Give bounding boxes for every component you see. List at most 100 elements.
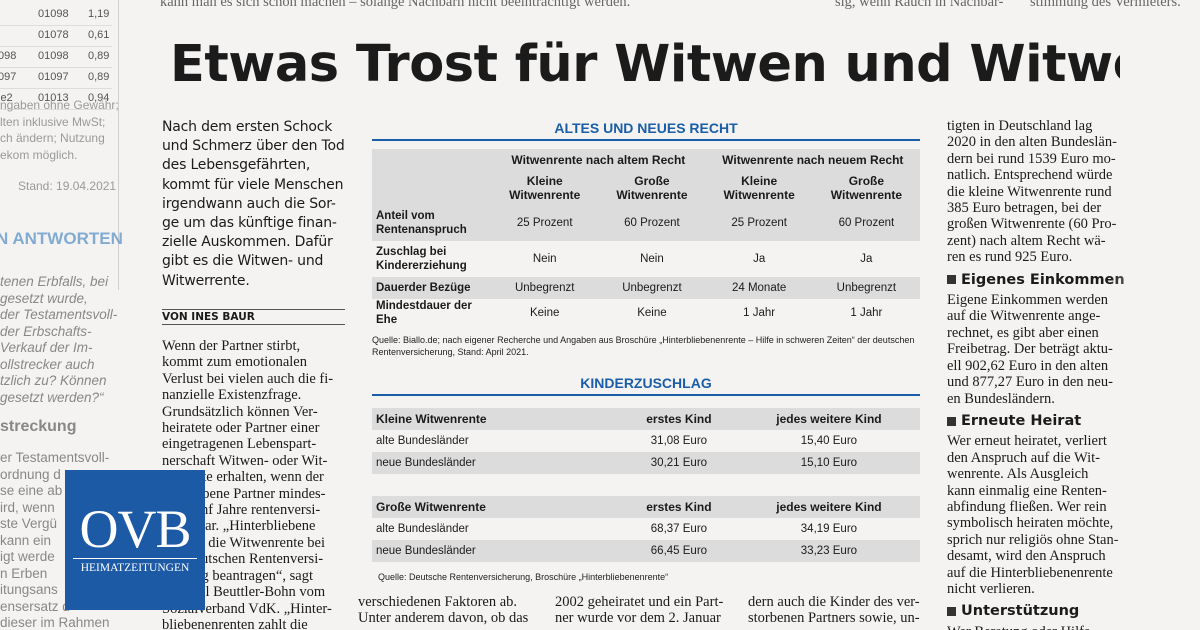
stock-cell: 1,19 bbox=[88, 8, 110, 20]
body-line: zent) nach altem Recht wä- bbox=[947, 232, 1106, 249]
corner bbox=[372, 149, 492, 171]
question-line: gesetzt werden?“ bbox=[0, 389, 104, 405]
question-line: Verkauf der Im- bbox=[0, 340, 93, 355]
body-line: nicht verlieren. bbox=[947, 580, 1035, 597]
table-cell: neue Bundesländer bbox=[372, 540, 620, 562]
table-cell: alte Bundesländer bbox=[376, 523, 469, 535]
body-line: Verlust bei vielen auch die fi- bbox=[162, 370, 334, 387]
body-line: ner wurde vor dem 2. Januar bbox=[555, 610, 721, 627]
body-line: dern auch die Kinder des ver- bbox=[748, 594, 920, 610]
byline: VON INES BAUR bbox=[162, 311, 255, 323]
body-line: Wer erneut heiratet, verliert bbox=[947, 433, 1107, 450]
body-line: auf die Hinterbliebenenrente bbox=[947, 564, 1113, 581]
logo: OVB HEIMATZEITUNGEN bbox=[65, 470, 205, 610]
table-row: Zuschlag bei Kindererziehung Nein Nein Ja Ja bbox=[372, 241, 920, 277]
body-block: verschiedenen Faktoren ab. Unter anderem … bbox=[358, 594, 548, 627]
note-line: lten inklusive MwSt; bbox=[0, 114, 106, 129]
stand: Stand: 19.04.2021 bbox=[18, 179, 117, 193]
stock-cell: le2 bbox=[0, 92, 13, 104]
column-header: Große Witwenrente bbox=[598, 171, 706, 205]
answer-line: igt werde bbox=[0, 549, 55, 564]
column-header: Kleine Witwenrente bbox=[705, 171, 813, 205]
row-label: Anteil vom Rentenanspruch bbox=[372, 205, 492, 241]
stock-cell: 01097 bbox=[38, 71, 69, 83]
body-line: storbenen Partners sowie, un- bbox=[748, 610, 920, 627]
table-cell: neue Bundesländer bbox=[372, 452, 620, 474]
body-line: 2002 geheiratet und ein Part- bbox=[555, 594, 724, 610]
table-cell: 31,08 Euro bbox=[650, 435, 708, 447]
column-header: Große Witwenrente bbox=[372, 496, 620, 518]
byline-rule bbox=[162, 309, 345, 310]
logo-tagline: HEIMATZEITUNGEN bbox=[73, 558, 197, 574]
body-line: rechnet, es gibt aber einen bbox=[947, 324, 1099, 341]
table-cell: 34,19 Euro bbox=[800, 523, 858, 535]
answer-line: kann ein bbox=[0, 532, 52, 548]
box-title: ALTES UND NEUES RECHT bbox=[372, 120, 920, 141]
group-header: Witwenrente nach altem Recht bbox=[491, 149, 706, 171]
body-line: Grundsätzlich können Ver- bbox=[162, 403, 318, 420]
lead-line: gibt es die Witwen- und bbox=[162, 253, 324, 270]
table-row: neue Bundesländer 30,21 Euro 15,10 Euro bbox=[372, 452, 920, 474]
bullet-square bbox=[947, 275, 956, 285]
corner bbox=[372, 171, 492, 205]
subheading: Erneute Heirat bbox=[947, 413, 1132, 429]
body-line: wenrente. Als Ausgleich bbox=[947, 466, 1089, 483]
body-line: kann einmalig eine Renten- bbox=[947, 482, 1107, 499]
table-row: neue Bundesländer 66,45 Euro 33,23 Euro bbox=[372, 540, 920, 562]
body-line: desamt, wird den Anspruch bbox=[947, 548, 1106, 565]
body-line: ell 902,62 Euro in den alten bbox=[947, 357, 1109, 374]
row-label: Mindestdauer der Ehe bbox=[376, 300, 472, 326]
column-header: erstes Kind bbox=[620, 408, 738, 430]
source: Quelle: Biallo.de; nach eigener Recherch… bbox=[372, 335, 915, 357]
body-line: großen Witwenrente (60 Pro- bbox=[947, 216, 1117, 233]
table-cell: Unbegrenzt bbox=[812, 277, 920, 299]
body-line: heiratete oder Partner einer bbox=[162, 420, 320, 437]
subheading: Eigenes Einkommen bbox=[947, 272, 1132, 288]
table-row: alte Bundesländer 31,08 Euro 15,40 Euro bbox=[372, 430, 920, 452]
body-line: Freibetrag. Der beträgt aktu- bbox=[947, 341, 1113, 358]
body-line: abfindung fließen. Wer rein bbox=[947, 498, 1107, 515]
cropped-line: sig, wenn Rauch in Nachbar- bbox=[835, 0, 1004, 10]
fade bbox=[1110, 110, 1200, 630]
body-line: Wenn der Partner stirbt, bbox=[162, 338, 301, 354]
table-cell: Keine bbox=[637, 307, 667, 319]
lead-line: und Schmerz über den Tod bbox=[162, 138, 345, 155]
column-header: Große Witwenrente bbox=[812, 171, 920, 205]
table-cell: 30,21 Euro bbox=[620, 452, 738, 474]
table-cell: Keine bbox=[529, 307, 560, 319]
question-line: gesetzt wurde, bbox=[0, 290, 88, 306]
body-line: die kleine Witwenrente rund bbox=[947, 183, 1112, 200]
body-line: dern bei rund 1539 Euro mo- bbox=[947, 150, 1116, 167]
column-header: jedes weitere Kind bbox=[737, 496, 920, 518]
subheading-text: Erneute Heirat bbox=[961, 412, 1082, 429]
answer-line: ste Vergü bbox=[0, 516, 58, 531]
right-column: tigten in Deutschland lag 2020 in den alt… bbox=[947, 118, 1132, 630]
stock-cell: 0,89 bbox=[88, 71, 110, 83]
body-line: den Anspruch auf die Wit- bbox=[947, 449, 1100, 466]
body-line: sprich nur religiös ohne Stan- bbox=[947, 531, 1119, 548]
table-cell: alte Bundesländer bbox=[376, 435, 469, 447]
body-line: Unter anderem davon, ob das bbox=[358, 610, 529, 627]
body-line: Eigene Einkommen werden bbox=[947, 292, 1109, 309]
info-box: KINDERZUSCHLAG Kleine Witwenrente erstes K… bbox=[372, 375, 920, 584]
group-row: Witwenrente nach altem Recht Witwenrente … bbox=[372, 149, 920, 171]
table-cell: 60 Prozent bbox=[598, 205, 706, 241]
answer-line: er Testamentsvoll- bbox=[0, 450, 110, 465]
table-cell: 68,37 Euro bbox=[650, 523, 708, 535]
body-line: eingetragenen Lebenspart- bbox=[162, 436, 317, 453]
answer-line: n Erben bbox=[0, 565, 48, 581]
table-row: Anteil vom Rentenanspruch 25 Prozent 60 Pr… bbox=[372, 205, 920, 241]
box-title: KINDERZUSCHLAG bbox=[372, 375, 920, 396]
table-cell: 25 Prozent bbox=[491, 205, 599, 241]
column-header: jedes weitere Kind bbox=[737, 408, 920, 430]
question-line: ollstrecker auch bbox=[0, 356, 95, 372]
answer-line: dieser im Rahmen bbox=[0, 615, 110, 630]
stock-row: 01078 0,61 bbox=[0, 26, 112, 47]
body-line: natlich. Entsprechend würde bbox=[947, 167, 1113, 184]
kinder-table: Große Witwenrente erstes Kind jedes weiter… bbox=[372, 496, 920, 562]
stock-cell: 0,94 bbox=[88, 92, 110, 104]
lead-line: irgendwann auch die Sor- bbox=[162, 195, 336, 212]
